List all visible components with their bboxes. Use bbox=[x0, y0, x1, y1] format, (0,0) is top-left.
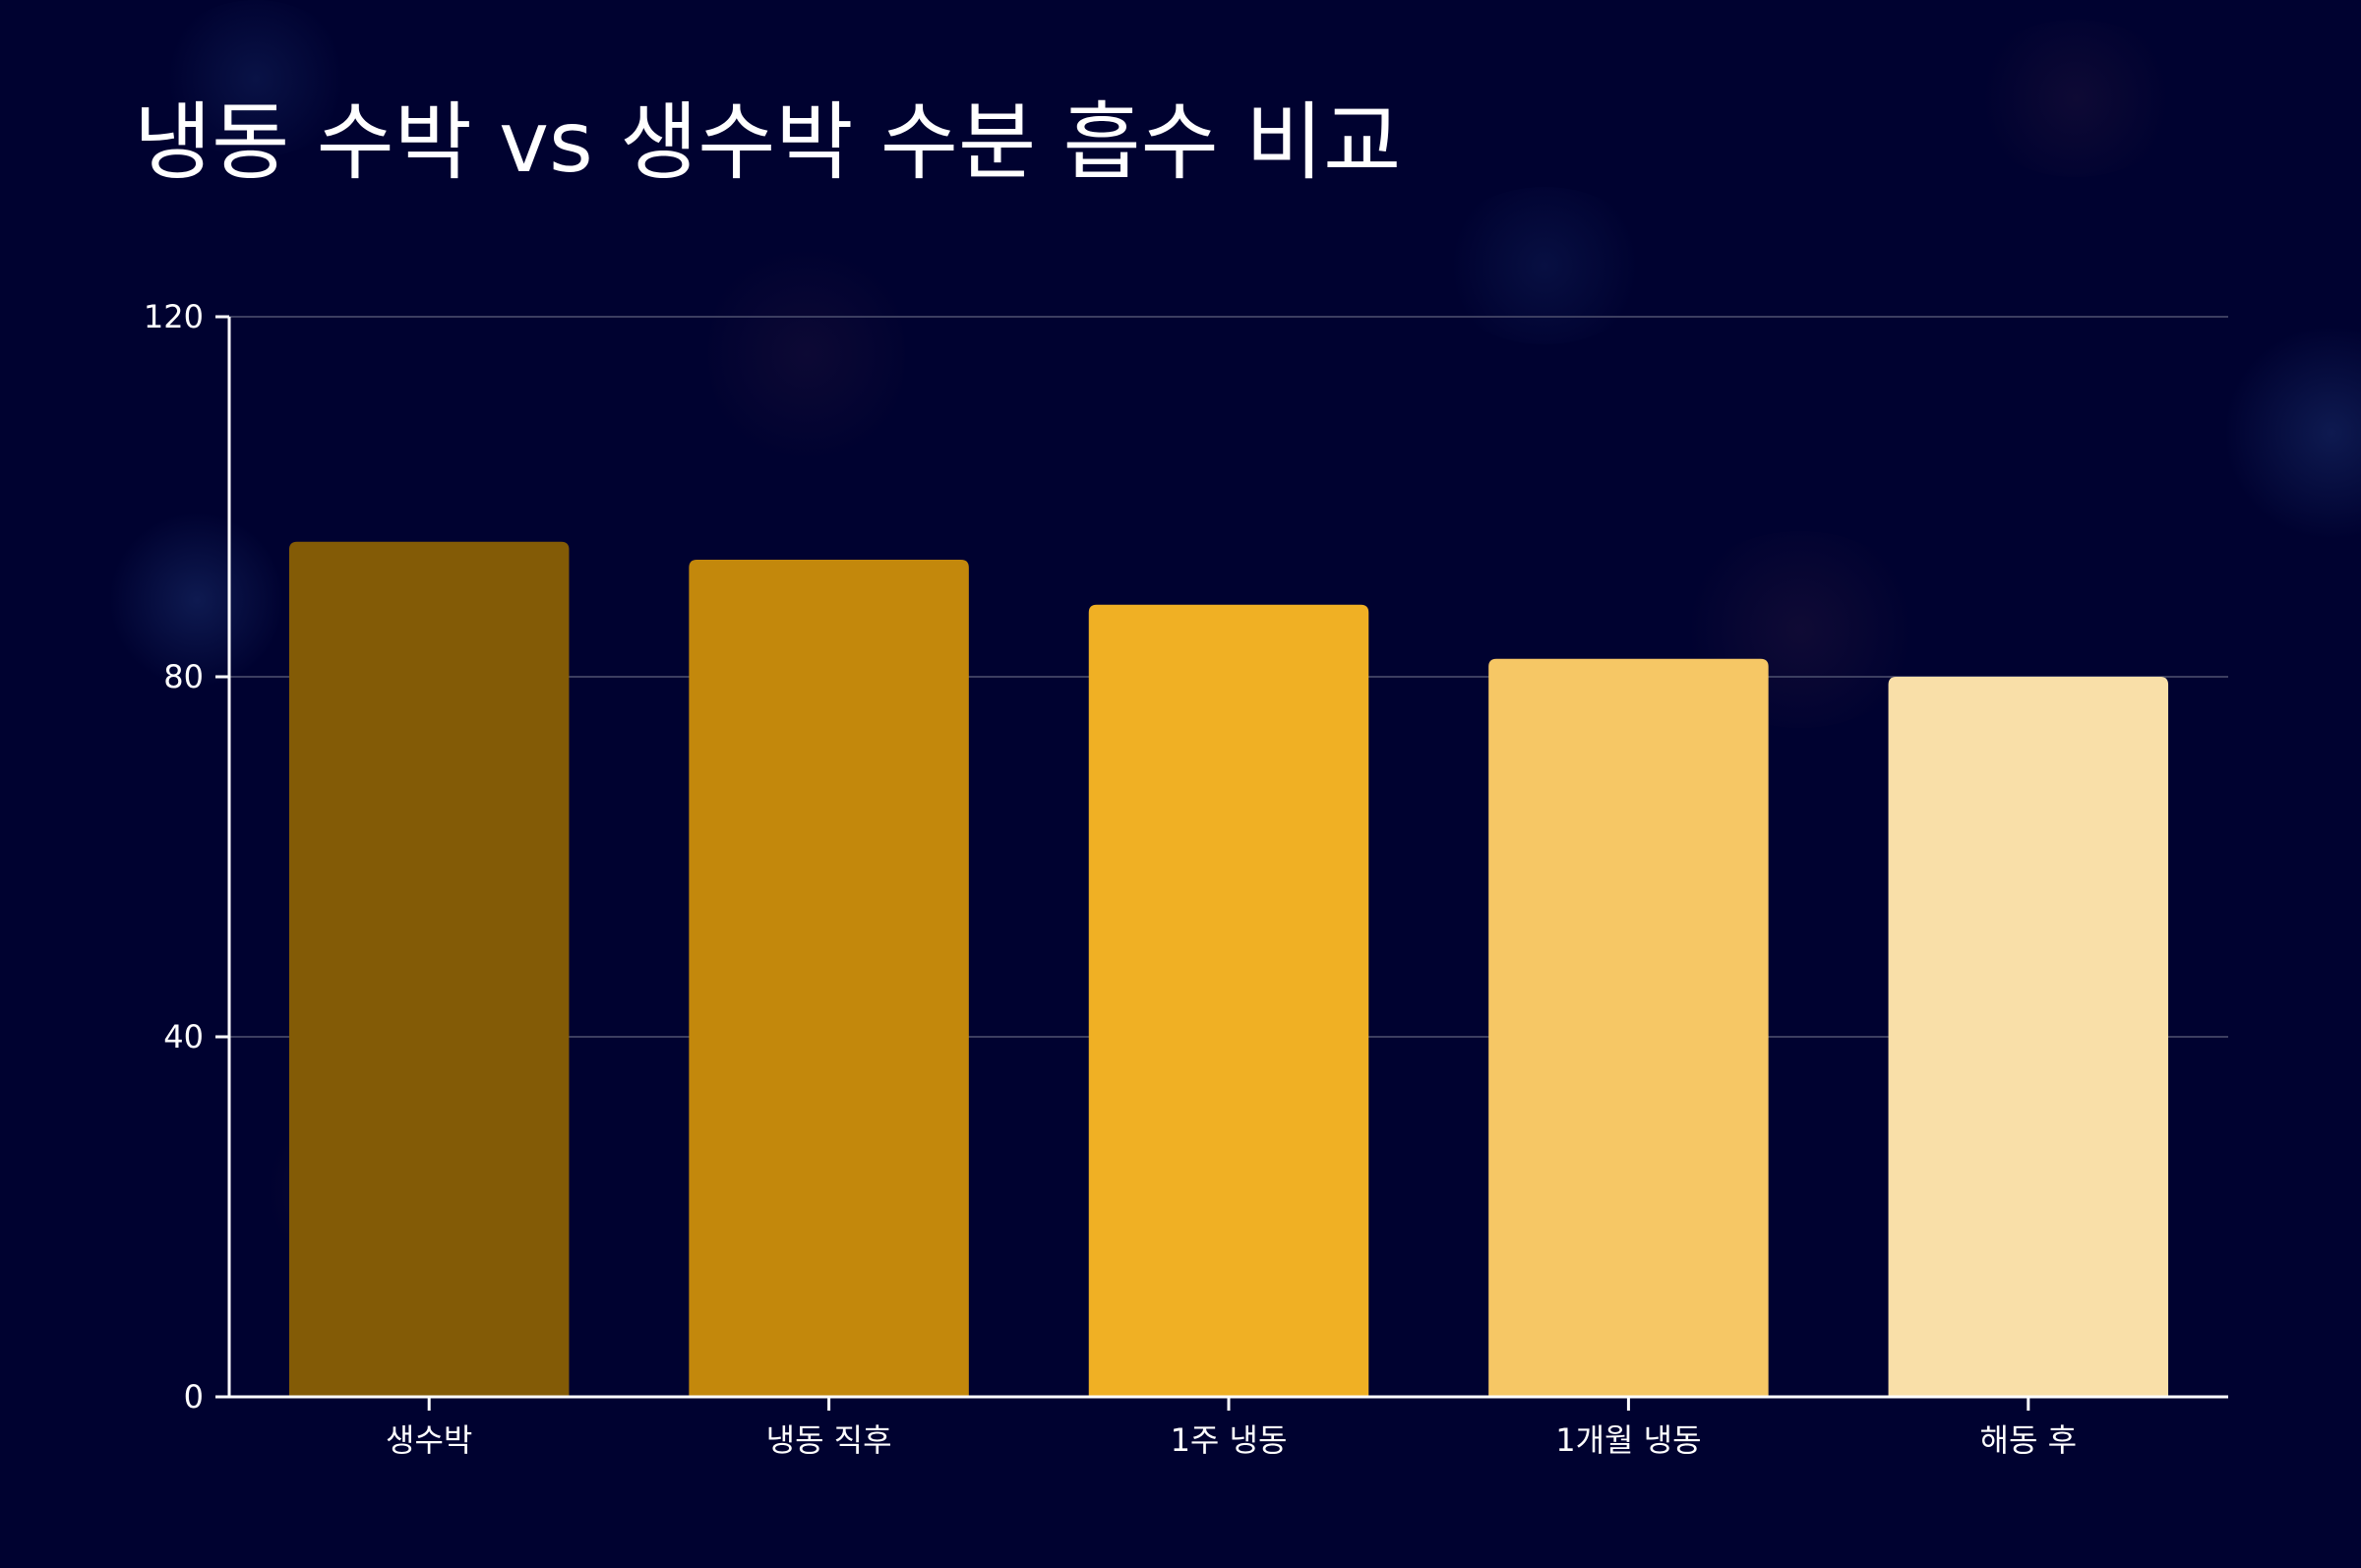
bar bbox=[1088, 604, 1369, 1397]
bar bbox=[288, 541, 570, 1397]
bar bbox=[1488, 658, 1769, 1397]
bar bbox=[1888, 677, 2169, 1397]
bars bbox=[288, 541, 2169, 1397]
chart-title: 냉동 수박 vs 생수박 수분 흡수 비교 bbox=[134, 93, 1402, 192]
x-tick-label: 1개월 냉동 bbox=[1555, 1421, 1701, 1459]
tick-labels: 0 40 80 120 생수박 냉동 직후 1주 냉동 1개월 냉동 해동 후 bbox=[144, 298, 2077, 1459]
x-tick-label: 해동 후 bbox=[1980, 1421, 2078, 1459]
y-tick-label: 80 bbox=[163, 658, 204, 695]
x-tick-label: 냉동 직후 bbox=[766, 1421, 892, 1459]
y-tick-label: 40 bbox=[163, 1018, 204, 1055]
x-tick-label: 1주 냉동 bbox=[1171, 1421, 1288, 1459]
axes bbox=[215, 315, 2228, 1411]
bar bbox=[689, 560, 969, 1397]
y-tick-label: 120 bbox=[144, 298, 204, 335]
y-tick-label: 0 bbox=[184, 1378, 204, 1416]
x-tick-label: 생수박 bbox=[386, 1421, 472, 1459]
